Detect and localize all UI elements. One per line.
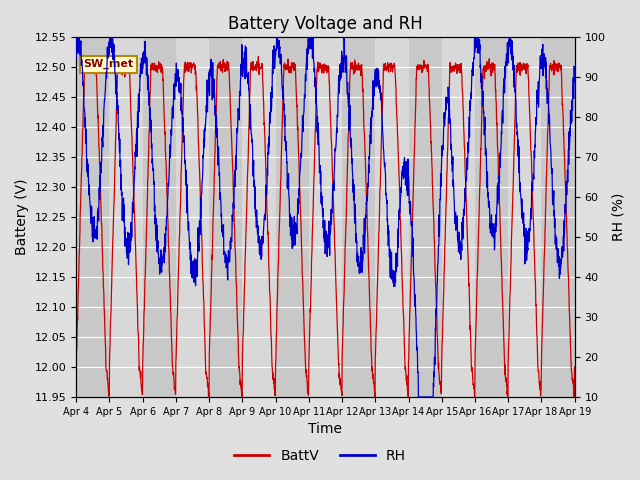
Bar <box>408 37 442 397</box>
Bar <box>243 37 276 397</box>
Bar <box>508 37 541 397</box>
Y-axis label: RH (%): RH (%) <box>611 193 625 241</box>
Bar <box>309 37 342 397</box>
Y-axis label: Battery (V): Battery (V) <box>15 179 29 255</box>
Bar <box>442 37 475 397</box>
X-axis label: Time: Time <box>308 422 342 436</box>
Bar <box>375 37 408 397</box>
Bar <box>209 37 243 397</box>
Bar <box>109 37 143 397</box>
Bar <box>143 37 176 397</box>
Bar <box>541 37 575 397</box>
Bar <box>76 37 109 397</box>
Bar <box>176 37 209 397</box>
Bar <box>276 37 309 397</box>
Bar <box>342 37 375 397</box>
Text: SW_met: SW_met <box>84 59 134 69</box>
Title: Battery Voltage and RH: Battery Voltage and RH <box>228 15 423 33</box>
Bar <box>475 37 508 397</box>
Legend: BattV, RH: BattV, RH <box>229 443 411 468</box>
